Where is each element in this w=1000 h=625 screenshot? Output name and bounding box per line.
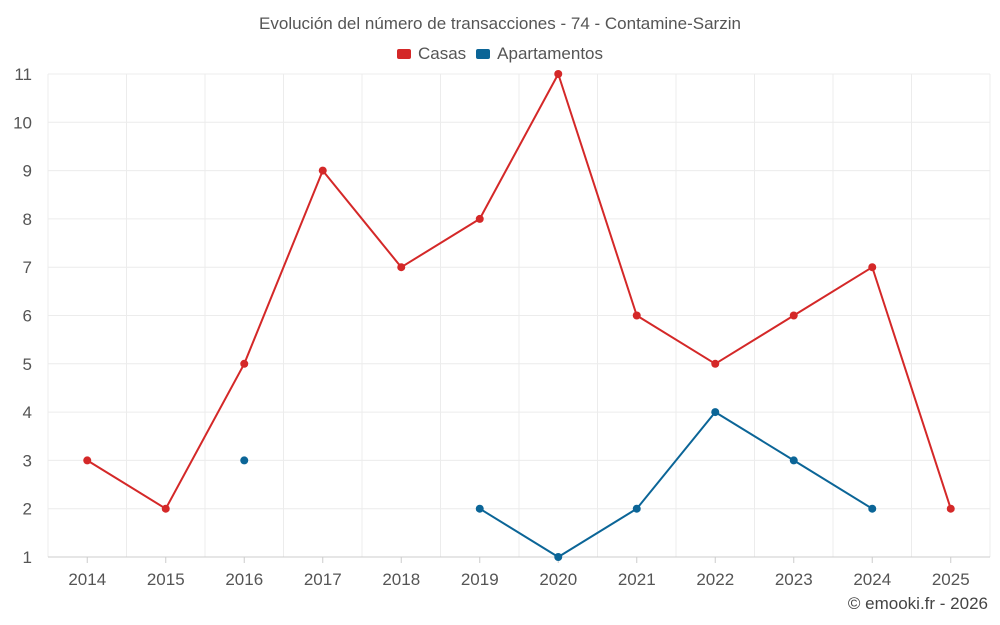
data-point-casas [868, 263, 877, 272]
y-tick-label: 6 [23, 307, 32, 326]
y-tick-label: 11 [14, 65, 32, 84]
data-point-casas [83, 456, 92, 465]
x-tick-label: 2023 [775, 570, 813, 589]
legend-swatch-apartamentos [476, 49, 491, 59]
legend-item-apartamentos[interactable]: Apartamentos [476, 44, 603, 64]
data-point-apartamentos [632, 504, 641, 513]
credit-text: © emooki.fr - 2026 [847, 594, 988, 613]
data-point-apartamentos [475, 504, 484, 513]
y-tick-label: 8 [23, 210, 32, 229]
legend-item-casas[interactable]: Casas [396, 44, 467, 64]
data-point-casas [946, 504, 955, 513]
x-tick-label: 2024 [853, 570, 891, 589]
data-point-casas [397, 263, 406, 272]
y-tick-label: 10 [13, 113, 32, 132]
series-line-casas [86, 73, 952, 510]
legend-label-casas: Casas [417, 44, 467, 63]
x-tick-label: 2014 [68, 570, 106, 589]
x-tick-label: 2022 [696, 570, 734, 589]
y-tick-label: 4 [23, 403, 32, 422]
y-tick-label: 9 [23, 162, 32, 181]
data-point-casas [711, 359, 720, 368]
data-point-apartamentos [711, 408, 720, 417]
data-point-casas [554, 70, 563, 78]
y-tick-label: 1 [23, 548, 32, 567]
data-point-casas [632, 311, 641, 320]
x-tick-label: 2025 [932, 570, 970, 589]
data-point-casas [789, 311, 798, 320]
y-tick-label: 7 [23, 258, 32, 277]
data-point-casas [161, 504, 170, 513]
legend-label-apartamentos: Apartamentos [497, 44, 604, 63]
y-tick-label: 2 [23, 500, 32, 519]
x-tick-label: 2020 [539, 570, 577, 589]
chart-title: Evolución del número de transacciones - … [259, 14, 741, 33]
data-point-apartamentos [240, 456, 249, 465]
legend-swatch-casas [396, 49, 411, 59]
y-tick-label: 5 [23, 355, 32, 374]
data-point-apartamentos [554, 553, 563, 561]
x-tick-label: 2019 [461, 570, 499, 589]
legend: Casas Apartamentos [0, 44, 1000, 64]
data-point-casas [318, 166, 327, 175]
data-point-casas [240, 359, 249, 368]
data-point-casas [475, 214, 484, 223]
series-line-apartamentos [479, 411, 873, 558]
x-tick-label: 2021 [618, 570, 656, 589]
y-tick-label: 3 [23, 451, 32, 470]
data-point-apartamentos [789, 456, 798, 465]
x-tick-label: 2016 [225, 570, 263, 589]
x-tick-label: 2017 [304, 570, 342, 589]
x-tick-label: 2018 [382, 570, 420, 589]
data-point-apartamentos [868, 504, 877, 513]
x-tick-label: 2015 [147, 570, 185, 589]
